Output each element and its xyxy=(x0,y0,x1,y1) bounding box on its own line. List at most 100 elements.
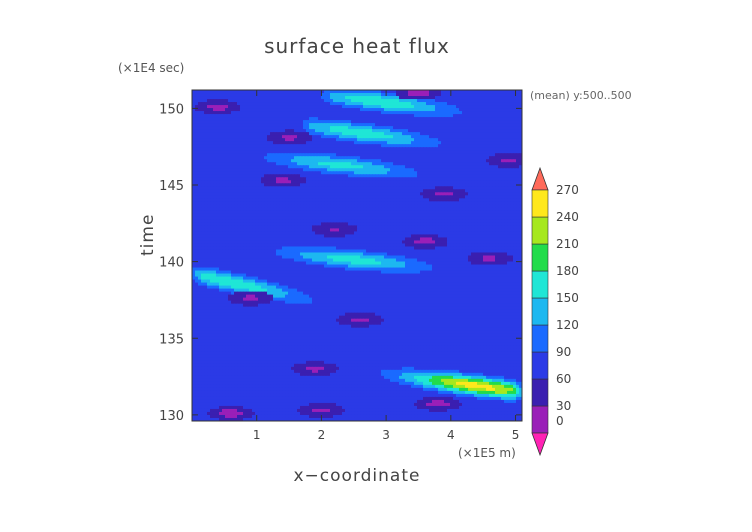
heatmap-cell xyxy=(264,114,268,118)
heatmap-cell xyxy=(435,138,439,142)
heatmap-cell xyxy=(510,189,514,193)
heatmap-cell xyxy=(438,126,442,130)
heatmap-cell xyxy=(201,144,205,148)
heatmap-cell xyxy=(450,210,454,214)
heatmap-cell xyxy=(387,168,391,172)
heatmap-cell xyxy=(375,216,379,220)
heatmap-cell xyxy=(321,93,325,97)
heatmap-cell xyxy=(441,201,445,205)
heatmap-cell xyxy=(306,174,310,178)
heatmap-cell xyxy=(267,204,271,208)
heatmap-cell xyxy=(225,192,229,196)
heatmap-cell xyxy=(378,198,382,202)
heatmap-cell xyxy=(411,150,415,154)
heatmap-cell xyxy=(195,114,199,118)
heatmap-cell xyxy=(348,171,352,175)
heatmap-cell xyxy=(495,177,499,181)
heatmap-cell xyxy=(312,165,316,169)
heatmap-cell xyxy=(366,144,370,148)
heatmap-cell xyxy=(222,105,226,109)
heatmap-cell xyxy=(237,144,241,148)
heatmap-cell xyxy=(438,207,442,211)
heatmap-cell xyxy=(243,165,247,169)
heatmap-cell xyxy=(309,102,313,106)
heatmap-cell xyxy=(408,186,412,190)
heatmap-cell xyxy=(420,129,424,133)
heatmap-cell xyxy=(243,90,247,94)
heatmap-cell xyxy=(234,171,238,175)
heatmap-cell xyxy=(351,117,355,121)
heatmap-cell xyxy=(465,129,469,133)
heatmap-cell xyxy=(381,96,385,100)
heatmap-cell xyxy=(387,150,391,154)
heatmap-cell xyxy=(354,135,358,139)
heatmap-cell xyxy=(516,162,520,166)
heatmap-cell xyxy=(381,201,385,205)
heatmap-cell xyxy=(483,108,487,112)
heatmap-cell xyxy=(468,222,472,226)
heatmap-cell xyxy=(411,120,415,124)
heatmap-cell xyxy=(321,162,325,166)
heatmap-cell xyxy=(519,198,523,202)
heatmap-cell xyxy=(363,207,367,211)
heatmap-cell xyxy=(249,186,253,190)
heatmap-cell xyxy=(216,162,220,166)
heatmap-cell xyxy=(216,117,220,121)
heatmap-cell xyxy=(369,186,373,190)
heatmap-cell xyxy=(321,126,325,130)
heatmap-cell xyxy=(333,177,337,181)
heatmap-cell xyxy=(390,195,394,199)
heatmap-cell xyxy=(300,225,304,229)
heatmap-cell xyxy=(279,213,283,217)
heatmap-cell xyxy=(216,171,220,175)
heatmap-cell xyxy=(228,189,232,193)
heatmap-cell xyxy=(219,201,223,205)
heatmap-cell xyxy=(402,126,406,130)
heatmap-cell xyxy=(282,183,286,187)
heatmap-cell xyxy=(336,165,340,169)
heatmap-cell xyxy=(267,114,271,118)
heatmap-cell xyxy=(456,195,460,199)
heatmap-cell xyxy=(300,105,304,109)
heatmap-cell xyxy=(375,123,379,127)
heatmap-cell xyxy=(330,135,334,139)
heatmap-cell xyxy=(399,111,403,115)
heatmap-cell xyxy=(468,189,472,193)
heatmap-cell xyxy=(201,171,205,175)
heatmap-cell xyxy=(504,192,508,196)
heatmap-cell xyxy=(258,156,262,160)
heatmap-cell xyxy=(243,150,247,154)
heatmap-cell xyxy=(510,204,514,208)
heatmap-cell xyxy=(210,108,214,112)
heatmap-cell xyxy=(501,165,505,169)
heatmap-cell xyxy=(414,120,418,124)
heatmap-cell xyxy=(450,183,454,187)
heatmap-cell xyxy=(381,222,385,226)
heatmap-cell xyxy=(423,120,427,124)
heatmap-cell xyxy=(318,93,322,97)
heatmap-cell xyxy=(306,156,310,160)
heatmap-cell xyxy=(336,96,340,100)
heatmap-cell xyxy=(402,129,406,133)
heatmap-cell xyxy=(354,132,358,136)
heatmap-cell xyxy=(420,198,424,202)
heatmap-cell xyxy=(363,96,367,100)
heatmap-cell xyxy=(357,141,361,145)
heatmap-cell xyxy=(279,159,283,163)
heatmap-cell xyxy=(252,165,256,169)
heatmap-cell xyxy=(381,162,385,166)
heatmap-cell xyxy=(195,141,199,145)
heatmap-cell xyxy=(258,204,262,208)
heatmap-cell xyxy=(405,120,409,124)
heatmap-cell xyxy=(465,189,469,193)
heatmap-cell xyxy=(219,93,223,97)
heatmap-cell xyxy=(243,180,247,184)
heatmap-cell xyxy=(393,108,397,112)
heatmap-cell xyxy=(354,177,358,181)
heatmap-cell xyxy=(399,171,403,175)
heatmap-cell xyxy=(489,147,493,151)
heatmap-cell xyxy=(516,123,520,127)
heatmap-cell xyxy=(504,93,508,97)
heatmap-cell xyxy=(375,207,379,211)
heatmap-cell xyxy=(372,168,376,172)
